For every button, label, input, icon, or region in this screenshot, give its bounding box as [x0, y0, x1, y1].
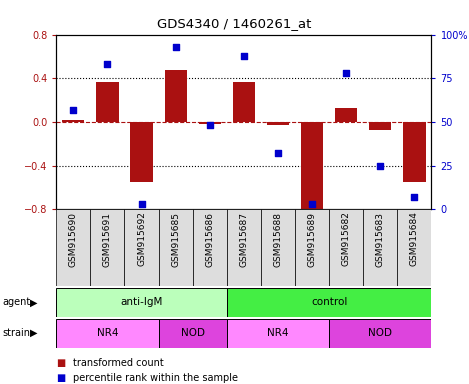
Bar — [227, 319, 329, 348]
Point — [138, 201, 145, 207]
Bar — [199, 122, 221, 124]
Point — [377, 162, 384, 169]
Bar — [159, 209, 193, 286]
Text: NR4: NR4 — [267, 328, 289, 338]
Text: GSM915688: GSM915688 — [273, 212, 282, 266]
Text: ■: ■ — [56, 373, 66, 383]
Bar — [301, 122, 323, 212]
Text: ■: ■ — [56, 358, 66, 368]
Text: anti-IgM: anti-IgM — [121, 297, 163, 308]
Bar — [329, 209, 363, 286]
Text: transformed count: transformed count — [73, 358, 163, 368]
Bar — [193, 209, 227, 286]
Bar — [56, 288, 227, 317]
Bar — [91, 209, 124, 286]
Text: GSM915685: GSM915685 — [171, 212, 180, 266]
Bar — [267, 122, 289, 125]
Point — [104, 61, 111, 67]
Text: GSM915689: GSM915689 — [308, 212, 317, 266]
Bar — [329, 319, 431, 348]
Text: GSM915686: GSM915686 — [205, 212, 214, 266]
Point — [172, 44, 180, 50]
Text: GSM915682: GSM915682 — [342, 212, 351, 266]
Text: GDS4340 / 1460261_at: GDS4340 / 1460261_at — [157, 17, 312, 30]
Text: NR4: NR4 — [97, 328, 118, 338]
Text: strain: strain — [2, 328, 30, 338]
Point — [342, 70, 350, 76]
Text: GSM915684: GSM915684 — [410, 212, 419, 266]
Text: ▶: ▶ — [30, 297, 38, 308]
Bar — [397, 209, 431, 286]
Bar — [227, 209, 261, 286]
Text: NOD: NOD — [181, 328, 204, 338]
Bar — [295, 209, 329, 286]
Bar — [369, 122, 392, 129]
Point — [308, 201, 316, 207]
Point — [240, 53, 248, 59]
Bar — [96, 81, 119, 122]
Bar — [335, 108, 357, 122]
Bar — [403, 122, 425, 182]
Text: agent: agent — [2, 297, 30, 308]
Bar — [363, 209, 397, 286]
Text: GSM915683: GSM915683 — [376, 212, 385, 266]
Point — [206, 122, 213, 129]
Text: GSM915690: GSM915690 — [69, 212, 78, 266]
Bar — [56, 319, 159, 348]
Bar — [124, 209, 159, 286]
Text: GSM915687: GSM915687 — [239, 212, 249, 266]
Bar — [56, 209, 91, 286]
Text: control: control — [311, 297, 348, 308]
Text: GSM915691: GSM915691 — [103, 212, 112, 266]
Text: NOD: NOD — [368, 328, 392, 338]
Bar — [261, 209, 295, 286]
Bar — [227, 288, 431, 317]
Bar — [165, 70, 187, 122]
Text: percentile rank within the sample: percentile rank within the sample — [73, 373, 238, 383]
Point — [274, 150, 282, 156]
Text: ▶: ▶ — [30, 328, 38, 338]
Bar — [130, 122, 152, 182]
Point — [411, 194, 418, 200]
Bar — [233, 81, 255, 122]
Point — [69, 107, 77, 113]
Text: GSM915692: GSM915692 — [137, 212, 146, 266]
Bar — [159, 319, 227, 348]
Bar — [62, 120, 84, 122]
